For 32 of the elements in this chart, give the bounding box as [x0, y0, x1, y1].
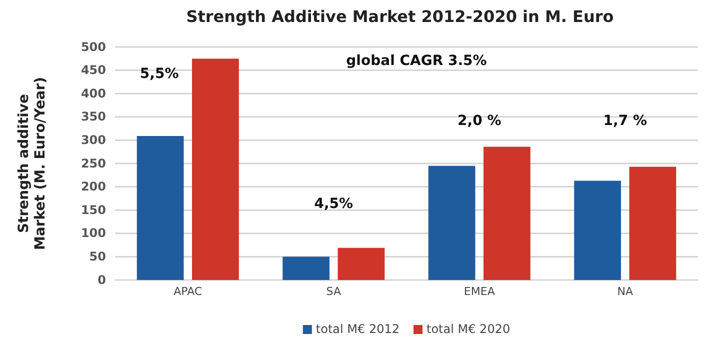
annotation: 2,0 % [458, 113, 502, 129]
bar [192, 58, 239, 280]
annotation: global CAGR 3.5% [346, 53, 487, 69]
y-tick-label: 300 [80, 133, 106, 148]
legend-label: total M€ 2020 [426, 322, 510, 336]
bar [136, 136, 184, 280]
y-tick-label: 200 [80, 180, 106, 194]
annotation: 1,7 % [603, 113, 647, 129]
bar [629, 166, 676, 280]
y-tick-label: 100 [80, 226, 106, 240]
x-tick-label: EMEA [464, 285, 496, 298]
y-tick-label: 0 [98, 272, 106, 287]
legend-label: total M€ 2012 [316, 322, 400, 336]
bar [282, 256, 330, 280]
y-tick-label: 450 [80, 63, 106, 78]
y-tick-label: 500 [80, 40, 106, 54]
y-tick-label: 400 [80, 86, 106, 100]
bar [574, 180, 621, 280]
x-tick-label: SA [326, 285, 342, 298]
y-tick-label: 50 [89, 250, 106, 264]
y-tick-label: 150 [80, 202, 106, 217]
x-tick-label: APAC [174, 285, 202, 298]
y-axis-title: Strength additive Market (M. Euro/Year) [16, 76, 49, 250]
annotation: 5,5% [140, 66, 179, 82]
bar [428, 166, 476, 280]
annotation: 4,5% [314, 196, 354, 212]
bar [484, 146, 530, 280]
y-tick-label: 250 [80, 156, 106, 170]
bar [338, 248, 385, 280]
x-tick-label: NA [617, 285, 634, 298]
chart-title: Strength Additive Market 2012-2020 in M. Euro [186, 7, 614, 26]
y-tick-label: 350 [80, 110, 106, 124]
